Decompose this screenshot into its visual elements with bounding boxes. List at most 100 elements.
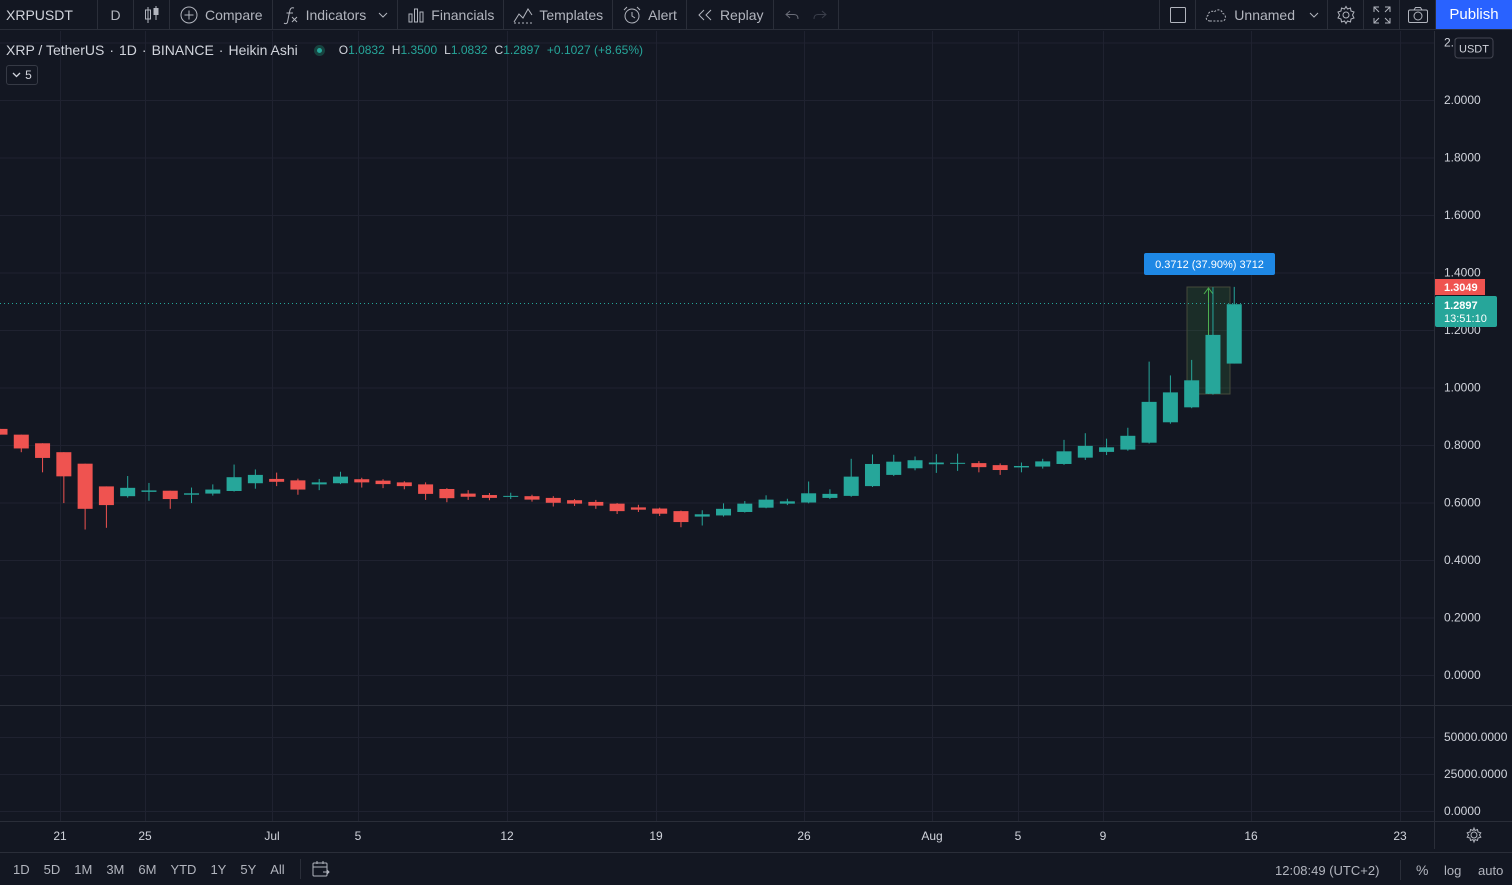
candle[interactable] — [162, 490, 178, 509]
candle[interactable] — [354, 477, 370, 488]
snapshot-button[interactable] — [1400, 0, 1436, 29]
candle[interactable] — [247, 469, 263, 489]
range-button-1d[interactable]: 1D — [13, 861, 30, 877]
candle[interactable] — [503, 492, 519, 500]
currency-tag[interactable]: USDT — [1454, 37, 1494, 59]
range-button-all[interactable]: All — [270, 861, 285, 877]
candle[interactable] — [801, 481, 817, 504]
candle[interactable] — [184, 487, 200, 504]
clock-timezone[interactable]: 12:08:49 (UTC+2) — [1275, 863, 1380, 878]
interval-button[interactable]: D — [98, 0, 134, 29]
candle[interactable] — [35, 443, 51, 473]
layout-select-button[interactable] — [1160, 0, 1197, 29]
axis-settings-icon[interactable] — [1466, 826, 1482, 844]
candle[interactable] — [567, 499, 583, 506]
chart-legend[interactable]: XRP / TetherUS · 1D · BINANCE · Heikin A… — [6, 42, 643, 58]
candle[interactable] — [779, 498, 795, 506]
percent-scale-toggle[interactable]: % — [1416, 862, 1429, 878]
candle[interactable] — [950, 453, 966, 471]
legend-pair[interactable]: XRP / TetherUS — [6, 42, 105, 58]
candle[interactable] — [971, 461, 987, 473]
indicators-collapse-button[interactable]: 5 — [6, 65, 38, 85]
legend-exchange[interactable]: BINANCE — [151, 42, 214, 58]
market-status-dot[interactable] — [313, 44, 325, 56]
redo-icon[interactable] — [812, 9, 828, 21]
range-button-6m[interactable]: 6M — [138, 861, 157, 877]
candle[interactable] — [907, 456, 923, 471]
candle[interactable] — [418, 482, 434, 500]
candle[interactable] — [311, 478, 327, 491]
candles[interactable] — [0, 286, 1242, 530]
financials-button[interactable]: Financials — [398, 0, 505, 29]
templates-button[interactable]: Templates — [504, 0, 614, 29]
candle[interactable] — [396, 481, 412, 490]
replay-button[interactable]: Replay — [687, 0, 774, 29]
candle[interactable] — [205, 484, 221, 496]
candle[interactable] — [864, 454, 880, 487]
candle[interactable] — [77, 463, 93, 530]
candle[interactable] — [524, 494, 540, 502]
candle[interactable] — [1013, 462, 1029, 473]
candle[interactable] — [120, 476, 136, 498]
candle[interactable] — [269, 472, 285, 487]
candle[interactable] — [1099, 438, 1115, 456]
candle[interactable] — [481, 493, 497, 501]
candle[interactable] — [439, 488, 455, 503]
candle[interactable] — [1141, 361, 1157, 444]
candle[interactable] — [141, 482, 157, 501]
compare-button[interactable]: Compare — [170, 0, 273, 29]
range-button-3m[interactable]: 3M — [106, 861, 125, 877]
candle[interactable] — [290, 478, 306, 495]
candle[interactable] — [460, 490, 476, 500]
candle[interactable] — [630, 504, 646, 512]
goto-date-icon[interactable] — [311, 860, 331, 878]
candle[interactable] — [1120, 427, 1136, 451]
publish-button[interactable]: Publish — [1436, 0, 1512, 29]
undo-icon[interactable] — [784, 9, 800, 21]
candle[interactable] — [332, 471, 348, 485]
candle[interactable] — [886, 454, 902, 477]
candle[interactable] — [1077, 433, 1093, 460]
candle[interactable] — [673, 510, 689, 528]
symbol-search[interactable]: XRPUSDT — [0, 0, 98, 29]
chart-svg[interactable]: 0.3712 (37.90%) 3712 2.20002.00001.80001… — [0, 31, 1512, 849]
range-button-1m[interactable]: 1M — [74, 861, 93, 877]
range-button-5d[interactable]: 5D — [43, 861, 61, 877]
candle[interactable] — [375, 479, 391, 489]
candle[interactable] — [609, 503, 625, 514]
candle[interactable] — [694, 510, 710, 526]
candle[interactable] — [758, 495, 774, 509]
candle[interactable] — [1226, 286, 1242, 364]
layout-name-button[interactable]: Unnamed — [1196, 0, 1328, 29]
legend-interval[interactable]: 1D — [118, 42, 137, 58]
candle[interactable] — [1162, 375, 1178, 424]
fullscreen-button[interactable] — [1364, 0, 1400, 29]
volume-axis[interactable]: 50000.0000 25000.0000 0.0000 — [1444, 730, 1508, 818]
chart-area[interactable]: 0.3712 (37.90%) 3712 2.20002.00001.80001… — [0, 31, 1512, 849]
candle[interactable] — [1205, 287, 1221, 395]
candle[interactable] — [716, 503, 732, 517]
legend-chart-style[interactable]: Heikin Ashi — [228, 42, 298, 58]
indicators-button[interactable]: Indicators — [273, 0, 399, 29]
time-axis[interactable]: 21 25 Jul 5 12 19 26 Aug 5 9 16 23 — [53, 829, 1407, 843]
range-button-1y[interactable]: 1Y — [210, 861, 227, 877]
candle[interactable] — [1056, 439, 1072, 465]
range-button-5y[interactable]: 5Y — [240, 861, 257, 877]
candle[interactable] — [928, 454, 944, 473]
candle[interactable] — [0, 428, 8, 435]
candle[interactable] — [545, 496, 561, 507]
candle[interactable] — [226, 464, 242, 492]
candle[interactable] — [588, 499, 604, 509]
candle[interactable] — [992, 463, 1008, 475]
candle[interactable] — [98, 486, 114, 528]
settings-button[interactable] — [1328, 0, 1364, 29]
auto-scale-toggle[interactable]: auto — [1478, 863, 1504, 878]
candle[interactable] — [652, 507, 668, 517]
candle[interactable] — [1035, 458, 1051, 469]
candle[interactable] — [822, 489, 838, 500]
alert-button[interactable]: Alert — [613, 0, 687, 29]
candle[interactable] — [13, 434, 29, 453]
candle[interactable] — [843, 458, 859, 497]
candle[interactable] — [56, 452, 72, 504]
chart-type-button[interactable] — [134, 0, 170, 29]
